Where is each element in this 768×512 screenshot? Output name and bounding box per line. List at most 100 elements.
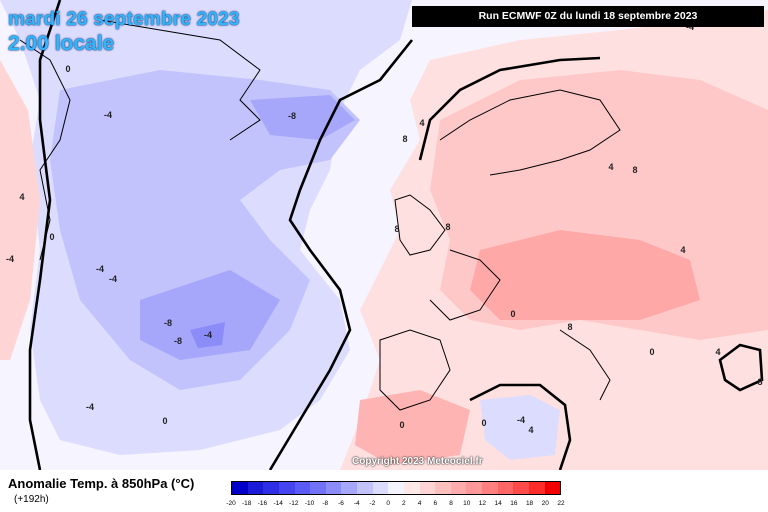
scale-tick-label: 2 xyxy=(402,500,406,507)
scale-tick-label: 20 xyxy=(541,500,549,507)
warm-core-zone xyxy=(470,230,700,320)
color-swatch xyxy=(528,482,545,494)
color-swatch xyxy=(232,482,248,494)
contour-label: -4 xyxy=(517,415,525,425)
color-swatch xyxy=(435,482,451,494)
color-swatch xyxy=(450,482,467,494)
cool-med-pocket xyxy=(480,395,560,460)
contour-label: 8 xyxy=(394,224,399,234)
cold-core-south xyxy=(140,270,280,360)
scale-tick-label: 22 xyxy=(557,500,565,507)
contour-label: 0 xyxy=(65,64,70,74)
contour-label: 4 xyxy=(419,118,424,128)
scale-tick-label: 0 xyxy=(386,500,390,507)
contour-label: 8 xyxy=(567,322,572,332)
contour-label: 4 xyxy=(608,162,613,172)
scale-tick-label: -4 xyxy=(353,500,360,507)
anomaly-fields xyxy=(0,0,768,470)
contour-label: 8 xyxy=(445,222,450,232)
color-swatch xyxy=(419,482,436,494)
contour-label: 0 xyxy=(510,309,515,319)
contour-label: -8 xyxy=(288,111,296,121)
cold-core-min xyxy=(190,322,225,348)
color-scale-bar xyxy=(231,481,561,495)
scale-tick-label: -14 xyxy=(273,500,283,507)
scale-tick-label: 18 xyxy=(525,500,534,507)
color-swatch xyxy=(388,482,404,494)
color-swatch xyxy=(341,482,357,494)
color-swatch xyxy=(325,482,342,494)
contour-label: 4 xyxy=(19,192,24,202)
color-swatch xyxy=(482,482,498,494)
scale-tick-label: 8 xyxy=(449,500,453,507)
contour-label: -4 xyxy=(109,274,117,284)
iberia-coast xyxy=(379,329,451,411)
contour-label: -4 xyxy=(86,402,94,412)
color-swatch xyxy=(278,482,295,494)
contour-label: -8 xyxy=(174,336,182,346)
contour-label: 4 xyxy=(715,347,720,357)
contour-label: 4 xyxy=(528,425,533,435)
contour-label: 8 xyxy=(402,134,407,144)
contour-label: -4 xyxy=(6,254,14,264)
color-swatch xyxy=(544,482,561,494)
contour-label: 8 xyxy=(632,165,637,175)
british-isles xyxy=(394,194,446,256)
scale-tick-label: -2 xyxy=(369,500,376,507)
color-swatch xyxy=(403,482,420,494)
zero-isolines xyxy=(28,0,764,470)
scale-tick-label: 6 xyxy=(433,500,438,507)
copyright-notice: Copyright 2023 Meteociel.fr xyxy=(352,456,483,467)
scale-tick-label: -10 xyxy=(304,500,315,507)
time-title: 2.00 locale xyxy=(8,32,115,55)
legend-title: Anomalie Temp. à 850hPa (°C) xyxy=(8,476,195,491)
scale-tick-label: -16 xyxy=(257,500,268,507)
contour-label: 4 xyxy=(680,245,685,255)
zero-isoline-west xyxy=(28,0,62,470)
contour-label: -4 xyxy=(204,330,212,340)
cold-core-zone xyxy=(50,70,360,390)
warm-west-edge xyxy=(0,60,40,360)
contour-label: 8 xyxy=(757,377,762,387)
warm-iberia-zone xyxy=(355,390,470,465)
scale-tick-label: -6 xyxy=(338,500,344,507)
color-swatch xyxy=(357,482,373,494)
contour-label: 0 xyxy=(49,232,54,242)
scandinavia-coast xyxy=(439,89,621,176)
scale-tick-label: -20 xyxy=(226,500,236,507)
scale-tick-label: -8 xyxy=(322,500,329,507)
scale-tick-label: 14 xyxy=(494,500,502,507)
greenland-coast xyxy=(19,39,71,261)
france-coast xyxy=(429,249,501,321)
scale-tick-label: 4 xyxy=(417,500,422,507)
color-scale-ticks: -20 -18 -16 -14 -12 -10 -8 -6 -4 -2 0 2 4 6 8 10 12 14 16 1… xyxy=(226,500,571,510)
zero-isoline-med xyxy=(469,383,572,470)
color-swatch xyxy=(513,482,529,494)
zero-isoline-north xyxy=(418,56,601,161)
scale-tick-label: 12 xyxy=(478,500,487,507)
contour-label: -8 xyxy=(164,318,172,328)
scale-tick-label: -18 xyxy=(242,500,252,507)
italy-coast xyxy=(559,329,611,401)
contour-label: 0 xyxy=(399,420,404,430)
contour-label: -4 xyxy=(96,264,104,274)
scale-tick-label: -12 xyxy=(289,500,299,507)
color-swatch xyxy=(466,482,482,494)
arctic-coast xyxy=(99,19,261,141)
color-swatch xyxy=(263,482,279,494)
color-swatch xyxy=(372,482,389,494)
forecast-hour: (+192h) xyxy=(14,494,49,505)
contour-label: 0 xyxy=(481,418,486,428)
contour-label: 0 xyxy=(162,416,167,426)
cold-core-north xyxy=(250,95,355,140)
color-swatch xyxy=(497,482,514,494)
contour-label: -4 xyxy=(104,110,112,120)
zero-isoline-east xyxy=(718,343,764,392)
zero-isoline-atlantic xyxy=(268,39,414,470)
run-info-box: Run ECMWF 0Z du lundi 18 septembre 2023 xyxy=(412,6,764,27)
date-title: mardi 26 septembre 2023 xyxy=(8,9,240,30)
anomaly-map: 0 -4 -8 4 8 -4 -4 -8 -8 -4 -4 0 0 8 8 0 8 8 4 4 -4 4 0 -4 0 0 -4 4 8… xyxy=(0,0,768,470)
color-swatch xyxy=(294,482,311,494)
